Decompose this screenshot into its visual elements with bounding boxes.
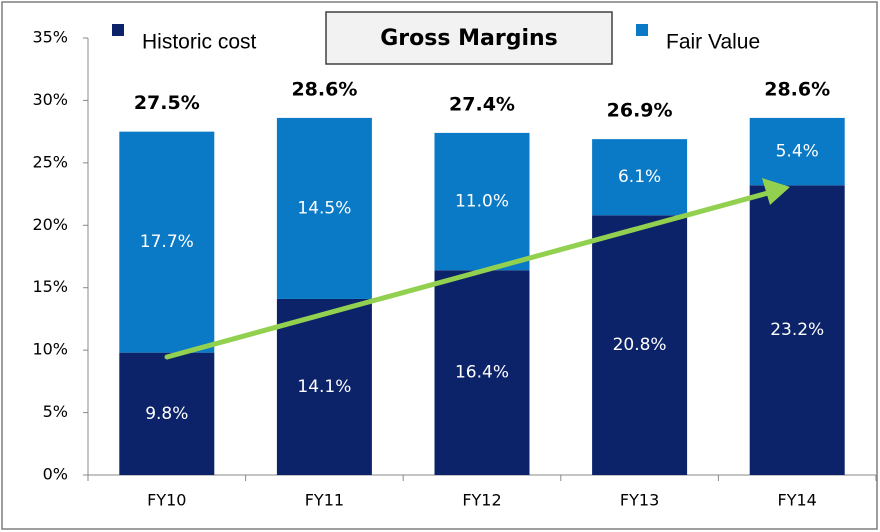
data-label: 17.7% (140, 232, 194, 252)
data-label: 20.8% (613, 335, 667, 355)
total-label: 26.9% (607, 100, 673, 122)
data-label: 9.8% (145, 404, 188, 424)
y-tick-label: 30% (32, 90, 68, 109)
data-label: 23.2% (770, 320, 824, 340)
bar-segment (119, 131, 215, 353)
arrow-head (762, 178, 790, 205)
y-tick-label: 20% (32, 215, 68, 234)
x-tick-label: FY14 (778, 491, 817, 510)
y-tick-label: 35% (32, 28, 68, 47)
legend-label: Fair Value (666, 31, 760, 54)
bar-segment (592, 139, 688, 216)
data-label: 6.1% (618, 167, 661, 187)
total-label: 28.6% (764, 78, 830, 100)
legend-swatch (112, 24, 124, 36)
plot: 0% 5% 10% 15% 20% 25% 30% 35% Historic cost Fair … (32, 24, 877, 510)
y-tick-label: 25% (32, 152, 68, 171)
x-tick-label: FY11 (305, 491, 344, 510)
legend-swatch (636, 24, 648, 36)
arrow-line (164, 190, 771, 360)
data-label: 11.0% (455, 192, 509, 212)
chart-title: Gross Margins (380, 26, 558, 51)
x-tick-label: FY13 (620, 491, 659, 510)
bar-segment (276, 298, 372, 475)
data-label: 14.5% (297, 198, 351, 218)
bar-segment (749, 117, 845, 186)
data-label: 16.4% (455, 363, 509, 383)
y-tick-label: 5% (43, 402, 68, 421)
bar-segment (749, 185, 845, 475)
x-tick-label: FY12 (462, 491, 501, 510)
bar-segment (119, 352, 215, 475)
bar-segment (592, 215, 688, 475)
y-tick-label: 0% (43, 465, 68, 484)
legend-label: Historic cost (142, 31, 257, 54)
total-label: 27.5% (134, 92, 200, 114)
trend-arrow (164, 178, 790, 360)
bar-segment (434, 132, 530, 271)
data-label: 5.4% (776, 142, 819, 162)
total-label: 28.6% (291, 78, 357, 100)
x-tick-label: FY10 (147, 491, 186, 510)
data-label: 14.1% (297, 377, 351, 397)
y-tick-label: 10% (32, 340, 68, 359)
bar-segment (434, 270, 530, 475)
title-box (325, 11, 613, 65)
y-tick-label: 15% (32, 277, 68, 296)
total-label: 27.4% (449, 93, 515, 115)
bar-segment (276, 117, 372, 299)
